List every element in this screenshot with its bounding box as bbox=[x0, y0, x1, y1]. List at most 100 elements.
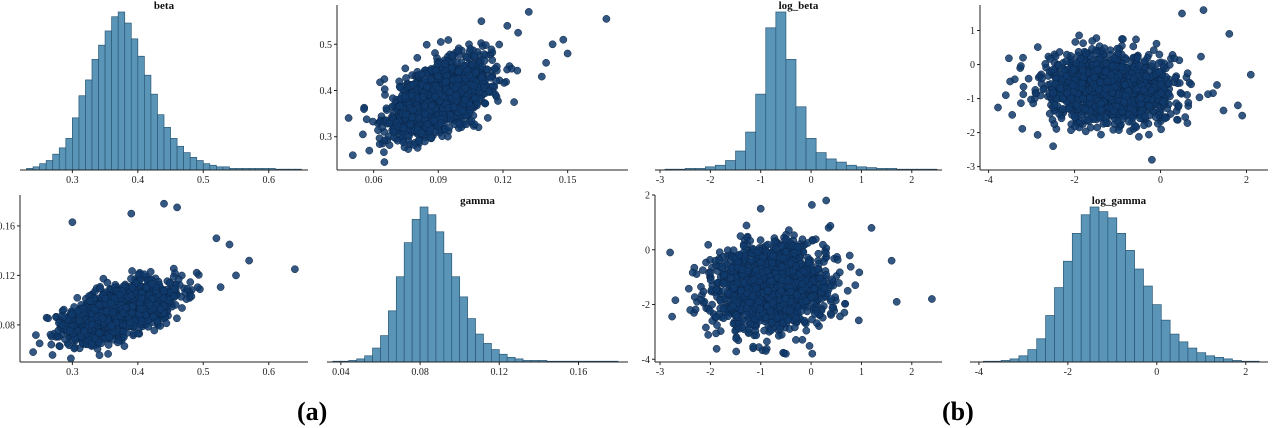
scatter-point bbox=[1135, 62, 1144, 70]
scatter-point bbox=[401, 64, 410, 73]
scatter-point bbox=[488, 56, 497, 64]
scatter-point bbox=[173, 203, 181, 212]
scatter-point bbox=[1072, 101, 1081, 109]
scatter-point bbox=[1001, 91, 1010, 100]
histogram-bar bbox=[196, 160, 204, 171]
scatter-point bbox=[402, 110, 410, 119]
histogram-bar bbox=[91, 59, 99, 171]
histogram-bar bbox=[124, 22, 132, 171]
histogram-bar bbox=[427, 214, 437, 363]
scatter-point bbox=[104, 341, 113, 349]
scatter-point bbox=[1063, 50, 1071, 59]
scatter-point bbox=[1148, 155, 1156, 164]
scatter-point bbox=[1050, 120, 1059, 129]
x-tick-label: 0.08 bbox=[411, 367, 429, 378]
scatter-point bbox=[365, 146, 374, 155]
scatter-point bbox=[1097, 130, 1105, 139]
scatter-point bbox=[548, 40, 557, 49]
scatter-point bbox=[46, 330, 55, 339]
scatter-point bbox=[382, 104, 391, 113]
scatter-point bbox=[1129, 74, 1138, 83]
x-tick-label: 0.06 bbox=[365, 175, 383, 186]
scatter-point bbox=[1176, 89, 1185, 97]
scatter-point bbox=[1121, 81, 1130, 89]
y-tick-label: -1 bbox=[967, 94, 975, 105]
scatter-point bbox=[108, 308, 117, 317]
scatter-point bbox=[380, 158, 389, 166]
scatter-point bbox=[401, 92, 409, 101]
scatter-point bbox=[431, 92, 439, 101]
histogram-bar bbox=[65, 138, 73, 171]
scatter-point bbox=[75, 316, 83, 325]
scatter-point bbox=[1019, 53, 1027, 62]
scatter-point bbox=[447, 63, 456, 72]
scatter-point bbox=[1197, 52, 1205, 61]
histogram-bar bbox=[785, 59, 797, 171]
scatter-point bbox=[1008, 111, 1017, 119]
scatter-point bbox=[120, 342, 129, 350]
scatter-point bbox=[55, 342, 64, 351]
scatter-point bbox=[1038, 74, 1046, 83]
histogram-bar bbox=[395, 276, 405, 363]
histogram-bar bbox=[150, 93, 158, 171]
x-tick-label: 0.12 bbox=[494, 175, 512, 186]
histogram-bar bbox=[795, 106, 807, 171]
scatter-point bbox=[374, 126, 382, 135]
histogram-bar bbox=[163, 126, 171, 171]
scatter-point bbox=[1049, 65, 1057, 74]
scatter-point bbox=[187, 292, 196, 301]
histogram-bar bbox=[183, 152, 191, 171]
scatter-point bbox=[1153, 119, 1162, 128]
x-tick-label: 0.6 bbox=[262, 367, 275, 378]
scatter-point bbox=[1067, 94, 1076, 102]
scatter-point bbox=[441, 60, 449, 68]
scatter-point bbox=[602, 15, 611, 23]
scatter-point bbox=[1057, 114, 1066, 123]
histogram-bar bbox=[443, 253, 453, 363]
scatter-point bbox=[542, 58, 550, 67]
scatter-point bbox=[1113, 117, 1122, 125]
histogram-bar bbox=[835, 161, 847, 171]
scatter-point bbox=[1238, 111, 1247, 120]
scatter-point bbox=[134, 329, 143, 338]
scatter-point bbox=[1109, 107, 1118, 115]
scatter-point bbox=[461, 95, 469, 104]
histogram-bar bbox=[725, 160, 736, 171]
histogram-bar bbox=[380, 335, 389, 363]
scatter-point bbox=[136, 304, 145, 313]
y-tick-label: 0.16 bbox=[0, 221, 15, 232]
histogram-bar bbox=[755, 93, 767, 171]
scatter-point bbox=[380, 85, 389, 94]
scatter-point bbox=[344, 114, 353, 122]
scatter-point bbox=[396, 102, 405, 110]
scatter-point bbox=[144, 322, 153, 331]
scatter-point bbox=[428, 101, 436, 110]
scatter-point bbox=[1041, 60, 1050, 68]
scatter-point bbox=[1139, 86, 1148, 94]
scatter-point bbox=[1033, 43, 1042, 51]
scatter-point bbox=[466, 45, 475, 53]
scatter-point bbox=[385, 119, 394, 128]
scatter-point bbox=[1096, 78, 1105, 86]
scatter-point bbox=[524, 8, 533, 16]
scatter-point bbox=[68, 218, 77, 227]
scatter-point bbox=[380, 148, 388, 157]
scatter-point bbox=[137, 317, 146, 326]
scatter-point bbox=[1081, 127, 1090, 136]
x-tick-label: 1 bbox=[859, 175, 864, 186]
scatter-point bbox=[1095, 85, 1103, 94]
histogram-bar bbox=[435, 231, 445, 363]
scatter-point bbox=[454, 75, 463, 83]
scatter-point bbox=[160, 199, 168, 208]
scatter-point bbox=[423, 82, 431, 91]
scatter-point bbox=[470, 52, 479, 60]
scatter-point bbox=[1135, 132, 1143, 141]
scatter-point bbox=[1234, 101, 1242, 110]
scatter-point bbox=[1049, 88, 1058, 97]
histogram-bar bbox=[98, 44, 106, 171]
scatter-point bbox=[1152, 39, 1161, 48]
panel-title: beta bbox=[154, 0, 175, 12]
